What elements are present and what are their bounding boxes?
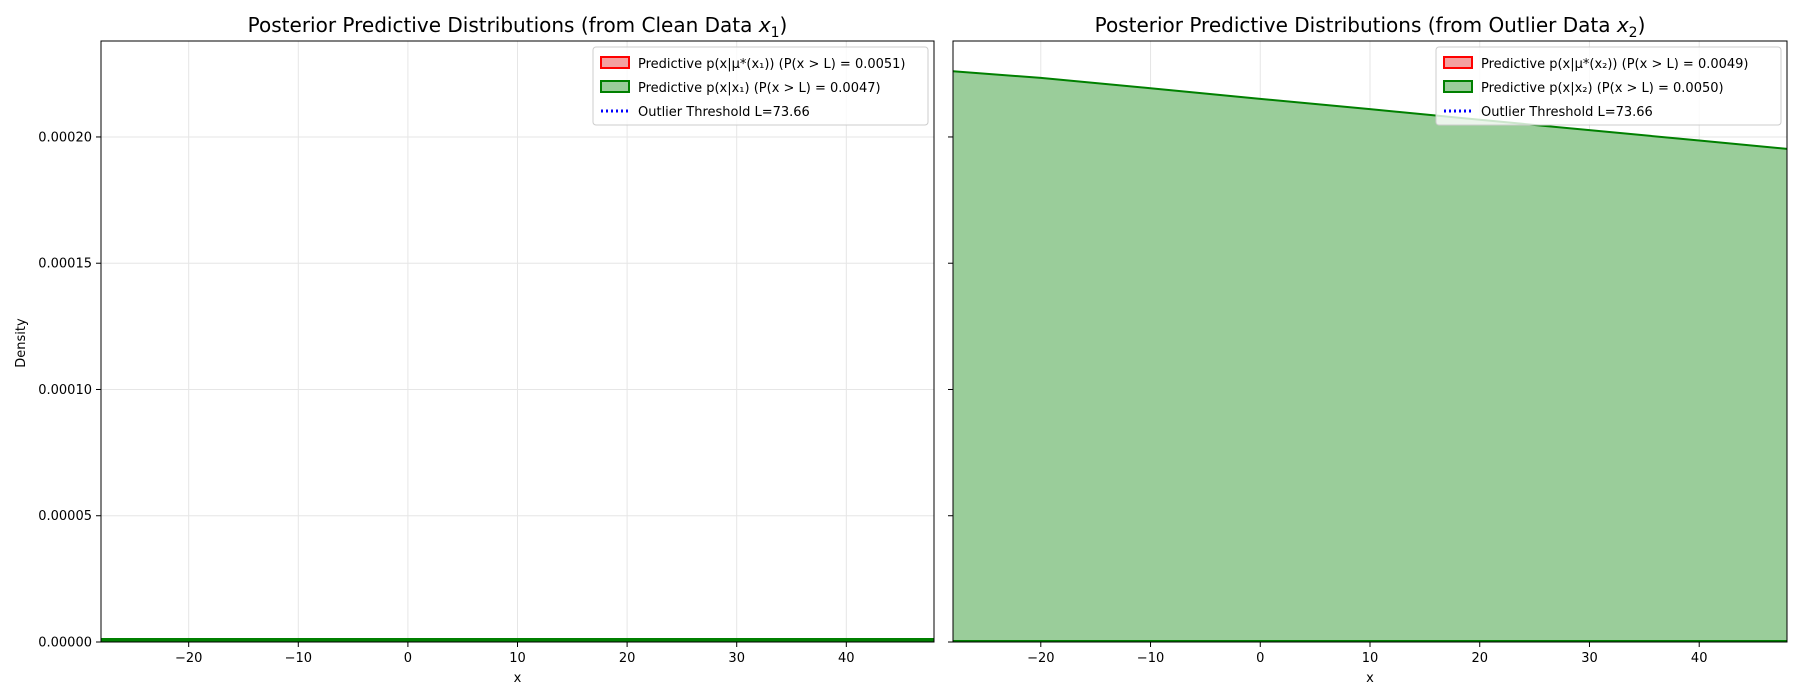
chart-title-subscript: 2: [1629, 25, 1638, 41]
x-tick-label: 40: [838, 651, 855, 666]
legend-swatch-1: [1443, 80, 1473, 93]
x-tick-label: 10: [509, 651, 526, 666]
y-tick-label: 0.00000: [38, 636, 92, 651]
x-tick-label: 10: [1362, 651, 1379, 666]
legend: Predictive p(x|μ*(x₂)) (P(x > L) = 0.004…: [1435, 46, 1782, 126]
y-tick-label: 0.00010: [38, 383, 92, 398]
y-tick-label: 0.00015: [38, 257, 92, 272]
legend-label-2: Outlier Threshold L=73.66: [1481, 105, 1653, 120]
legend-label-1: Predictive p(x|x₂) (P(x > L) = 0.0050): [1481, 81, 1724, 96]
series-1-fill: [953, 71, 1787, 642]
plot-area: [101, 637, 934, 642]
legend: Predictive p(x|μ*(x₁)) (P(x > L) = 0.005…: [592, 46, 929, 126]
plot-area: [953, 70, 1787, 642]
chart-title: Posterior Predictive Distributions (from…: [248, 13, 788, 41]
legend-label-0: Predictive p(x|μ*(x₂)) (P(x > L) = 0.004…: [1481, 57, 1749, 72]
figure-ylabel: Density: [14, 318, 29, 368]
legend-box: [592, 46, 929, 126]
x-tick-label: 20: [619, 651, 636, 666]
x-axis-label: x: [1366, 671, 1374, 686]
x-tick-label: −20: [1027, 651, 1054, 666]
chart-title-text: Posterior Predictive Distributions (from…: [248, 13, 759, 37]
legend-label-1: Predictive p(x|x₁) (P(x > L) = 0.0047): [638, 81, 881, 96]
x-tick-label: −20: [175, 651, 202, 666]
legend-swatch-0: [1443, 56, 1473, 69]
x-tick-label: 30: [728, 651, 745, 666]
chart-title-variable: x: [1616, 13, 1629, 37]
chart-title-variable: x: [758, 13, 771, 37]
x-tick-label: 0: [404, 651, 412, 666]
legend-label-2: Outlier Threshold L=73.66: [638, 105, 810, 120]
y-tick-label: 0.00005: [38, 509, 92, 524]
legend-swatch-0: [600, 56, 630, 69]
legend-box: [1435, 46, 1782, 126]
x-tick-label: −10: [285, 651, 312, 666]
legend-label-0: Predictive p(x|μ*(x₁)) (P(x > L) = 0.005…: [638, 57, 906, 72]
chart-title-end: ): [1638, 13, 1646, 37]
legend-swatch-1: [600, 80, 630, 93]
chart-title-text: Posterior Predictive Distributions (from…: [1095, 13, 1617, 37]
y-axis-label: Density: [14, 318, 29, 368]
chart-title-subscript: 1: [771, 25, 780, 41]
left-chart-panel: −20 −10 0 10 20 30 40 0.00000 0.00005 0.00010 0.00…: [38, 13, 935, 686]
x-tick-label: 30: [1581, 651, 1598, 666]
chart-title: Posterior Predictive Distributions (from…: [1095, 13, 1646, 41]
x-tick-label: −10: [1137, 651, 1164, 666]
y-tick-label: 0.00020: [38, 130, 92, 145]
x-tick-label: 0: [1256, 651, 1264, 666]
chart-title-end: ): [780, 13, 788, 37]
x-axis-label: x: [514, 671, 522, 686]
series-1-line: [953, 70, 1787, 150]
x-tick-label: 40: [1691, 651, 1708, 666]
x-tick-label: 20: [1471, 651, 1488, 666]
